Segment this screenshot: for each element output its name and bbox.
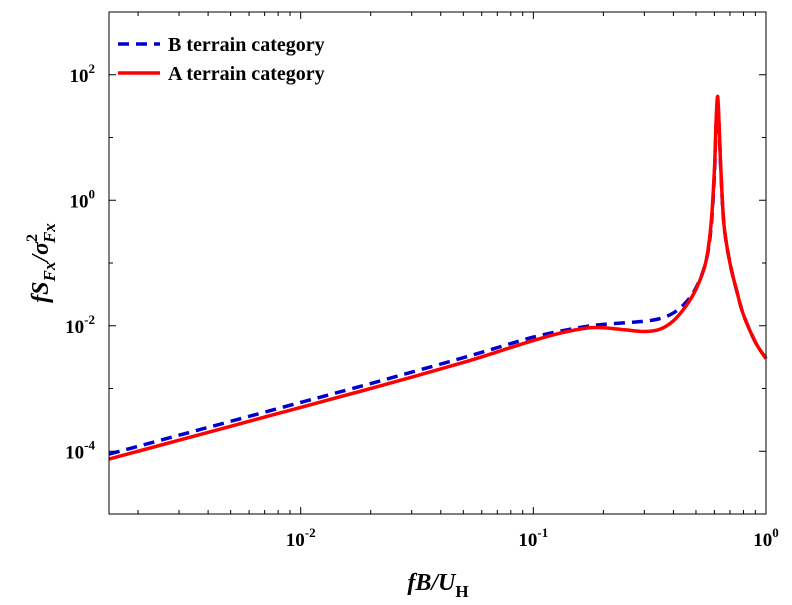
legend-label-1: B terrain category: [168, 34, 325, 56]
ticks-layer: 10-2 10-1 100 10-4 10-2 100 102: [65, 11, 779, 551]
series-line-2: [108, 94, 768, 461]
y-tick-label: 10-4: [65, 437, 95, 463]
plot-background: [109, 12, 766, 514]
legend: B terrain category A terrain category: [118, 34, 325, 85]
x-tick-label: 100: [753, 525, 779, 551]
series-layer: [108, 94, 768, 461]
y-axis-title: fSFx/σ2Fx: [24, 223, 59, 303]
x-tick-label: 10-1: [518, 525, 548, 551]
y-tick-label: 10-2: [65, 312, 95, 338]
legend-label-2: A terrain category: [168, 63, 325, 85]
y-tick-label: 102: [70, 61, 96, 87]
x-axis-title: fB/UH: [407, 570, 468, 600]
y-tick-label: 100: [70, 186, 96, 212]
x-tick-label: 10-2: [286, 525, 316, 551]
series-line-1: [108, 99, 768, 456]
